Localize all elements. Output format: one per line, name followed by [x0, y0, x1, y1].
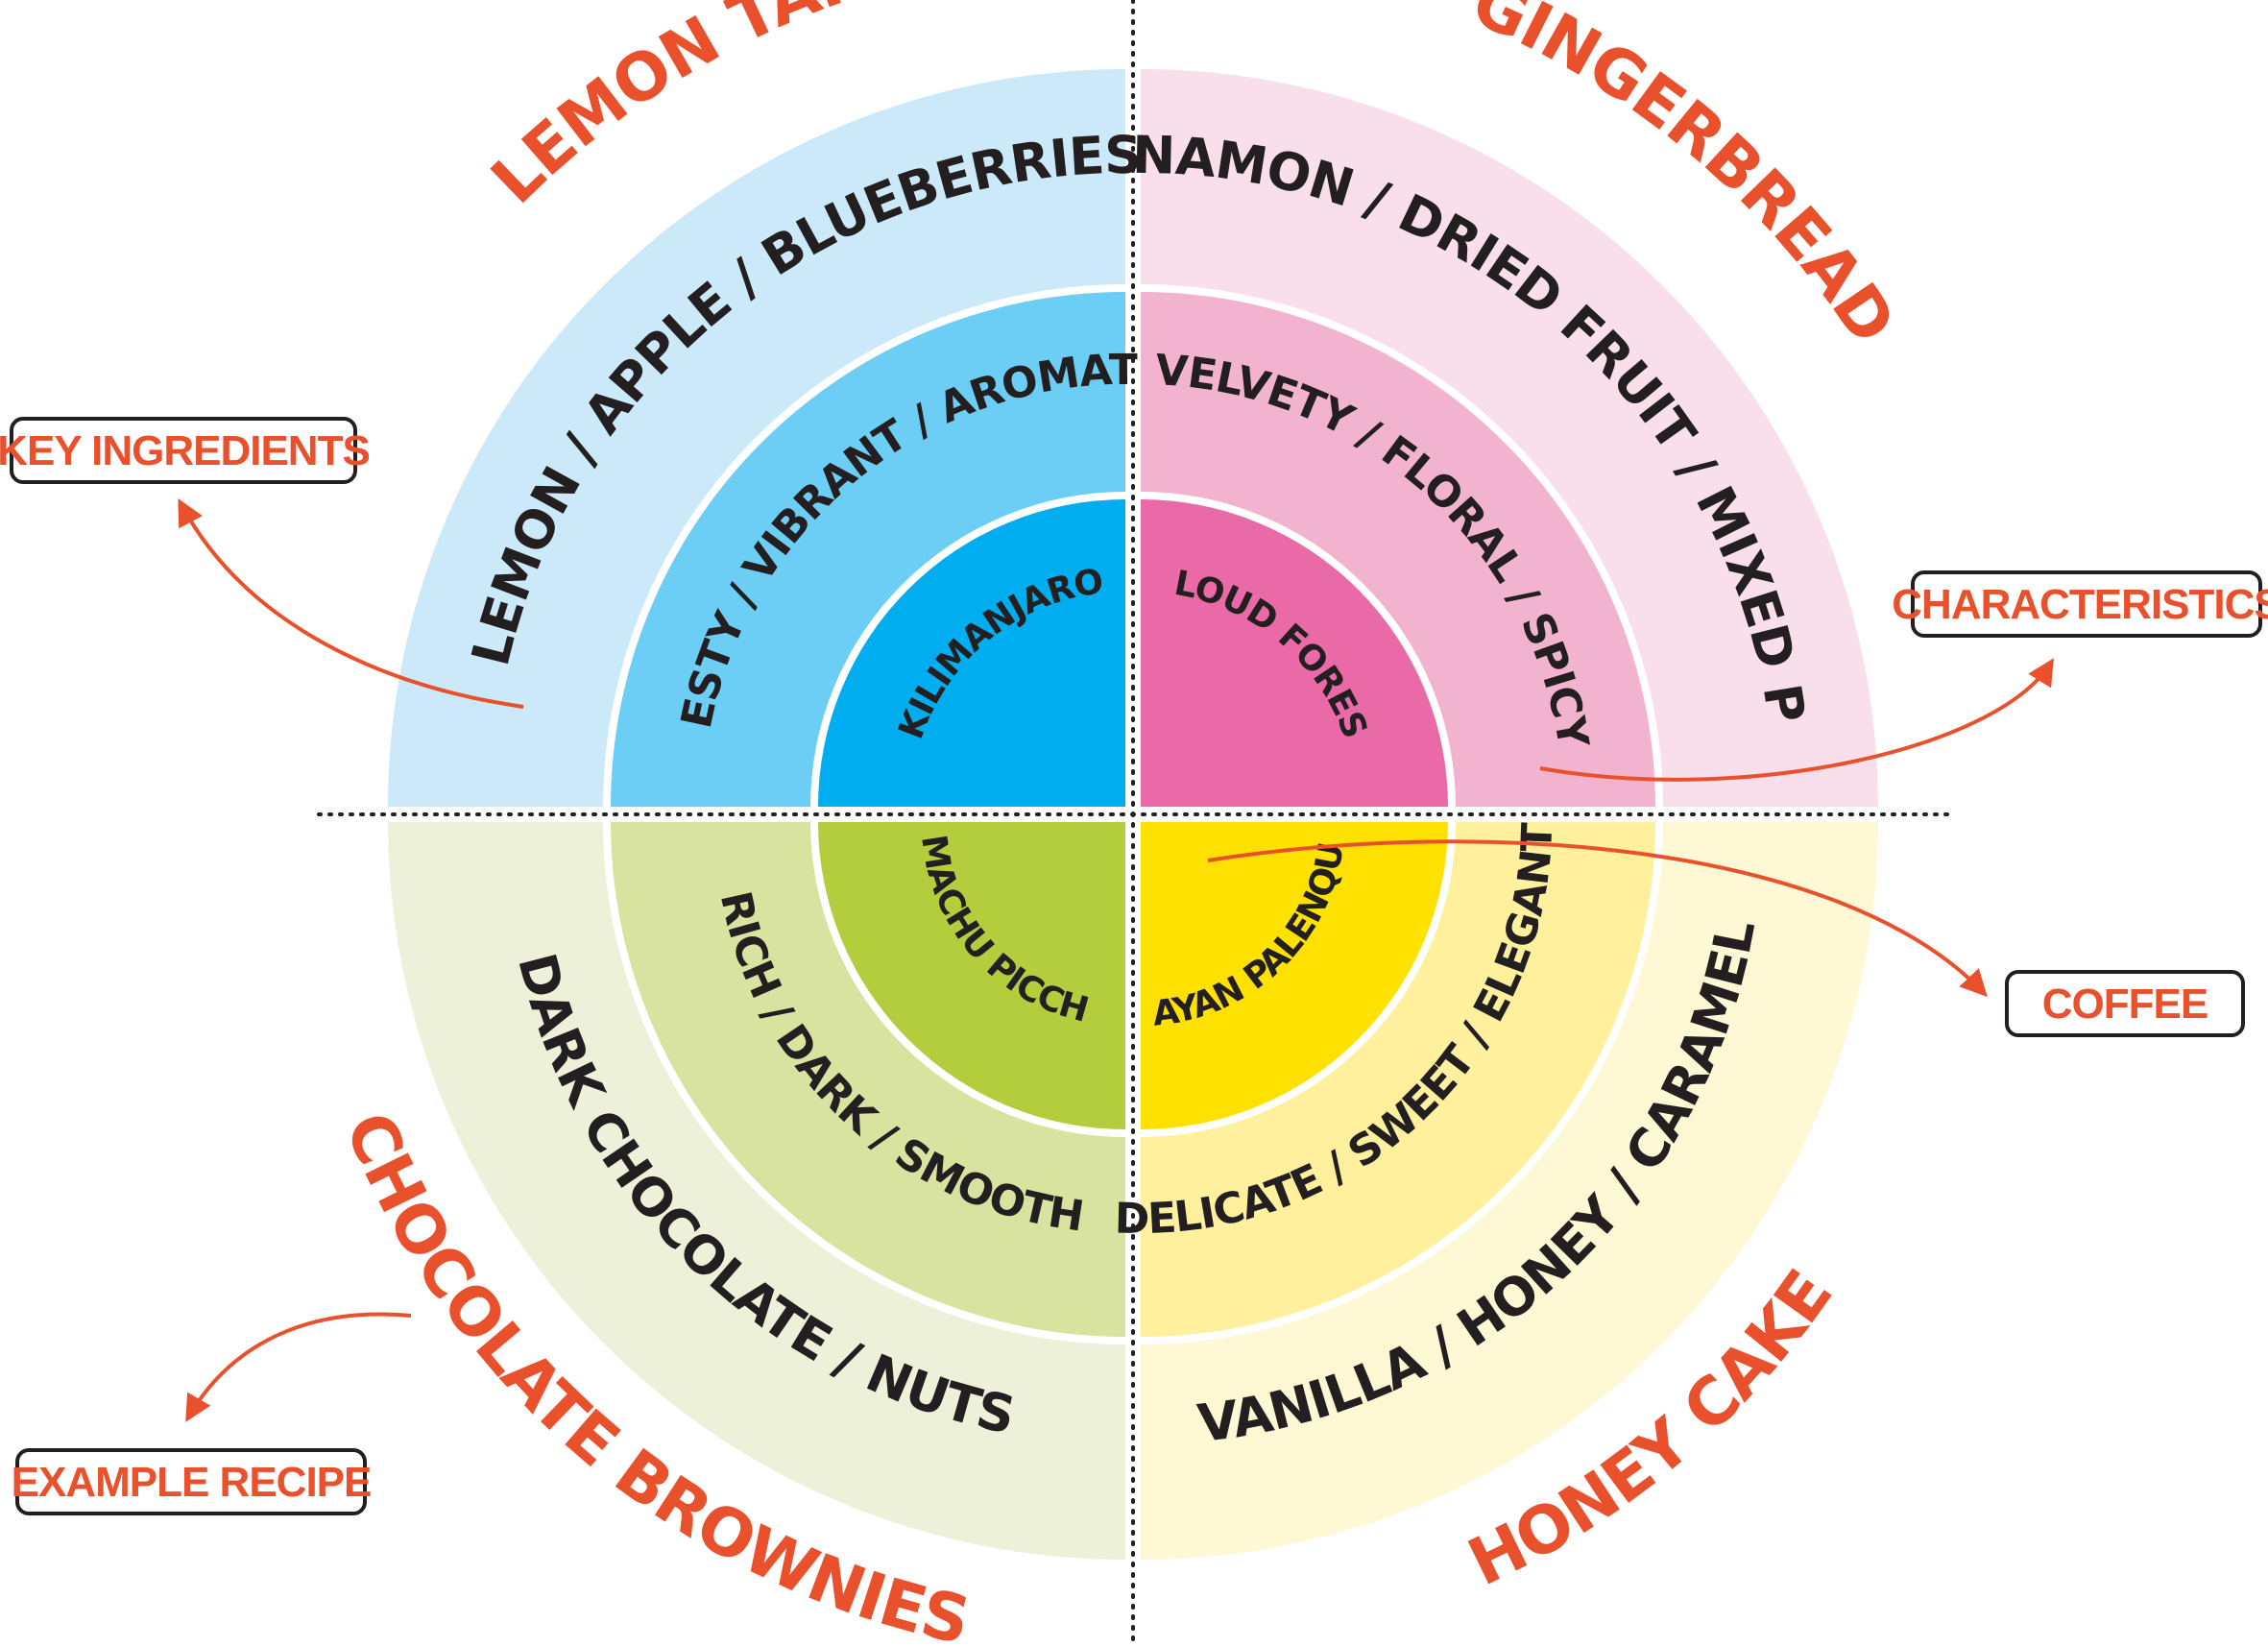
coffee-arrow: [1207, 839, 1988, 998]
key-ingredients-callout-frame: [10, 417, 357, 484]
lemon-quadrant: [388, 69, 1125, 807]
characteristics-callout-frame: [1911, 570, 2262, 638]
example-recipe-callout-label: EXAMPLE RECIPE: [12, 1459, 372, 1506]
characteristics-arrow: [1539, 658, 2054, 782]
honey-quadrant: [1141, 822, 1878, 1560]
coffee-callout-frame: [2005, 970, 2245, 1037]
callouts: KEY INGREDIENTS CHARACTERISTICS COFFEE EXAM…: [0, 417, 2268, 1515]
coffee-callout: COFFEE: [2005, 970, 2245, 1037]
key-ingredients-callout-label: KEY INGREDIENTS: [0, 427, 370, 474]
ginger-quadrant: [1141, 69, 1878, 807]
key-ingredients-arrow: [178, 498, 524, 709]
wheel: LEMON TARTLEMON / APPLE / BLUEBERRIESZES…: [0, 0, 1910, 1647]
brownie-quadrant: [388, 822, 1125, 1560]
key-ingredients-callout: KEY INGREDIENTS: [0, 417, 371, 484]
ginger-coffee-band: [1141, 499, 1448, 807]
example-recipe-callout: EXAMPLE RECIPE: [12, 1448, 372, 1515]
coffee-callout-label: COFFEE: [2042, 981, 2208, 1028]
example-recipe-arrow: [185, 1312, 412, 1422]
lemon-coffee-band: [818, 499, 1125, 807]
brownie-coffee-band: [818, 822, 1125, 1129]
characteristics-callout: CHARACTERISTICS: [1892, 570, 2268, 638]
characteristics-callout-label: CHARACTERISTICS: [1892, 581, 2268, 628]
honey-coffee-band: [1141, 822, 1448, 1129]
example-recipe-callout-frame: [15, 1448, 367, 1515]
